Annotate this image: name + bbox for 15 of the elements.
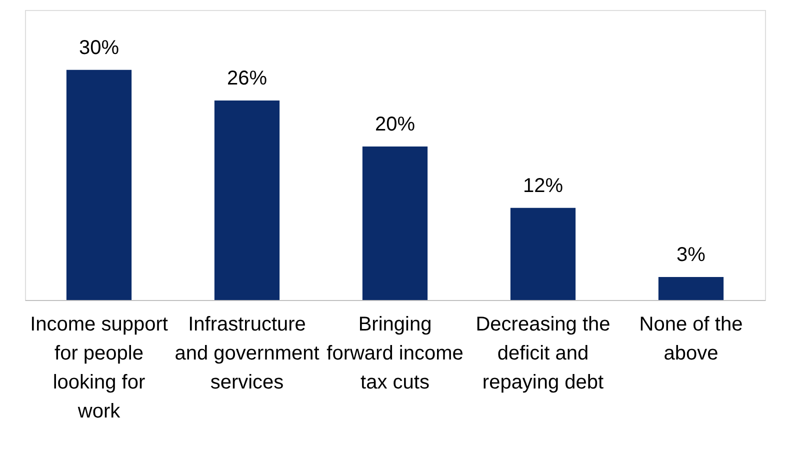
data-label: 3% [676,244,706,266]
x-tick-label: Decreasing the deficit and repaying debt [476,314,610,394]
data-label: 20% [374,114,416,136]
bar [362,146,428,300]
bar [510,208,576,300]
bar [214,100,280,300]
bar [66,70,132,300]
x-tick-label: Bringing forward income tax cuts [326,314,464,394]
x-tick-label: None of the above [639,314,743,364]
x-tick-label: Infrastructure and government services [174,314,320,394]
data-label: 30% [78,36,120,59]
x-tick-label: Income support for people looking for work [30,314,168,422]
bar [658,276,724,300]
data-label: 26% [226,68,268,90]
data-label: 12% [522,174,564,197]
